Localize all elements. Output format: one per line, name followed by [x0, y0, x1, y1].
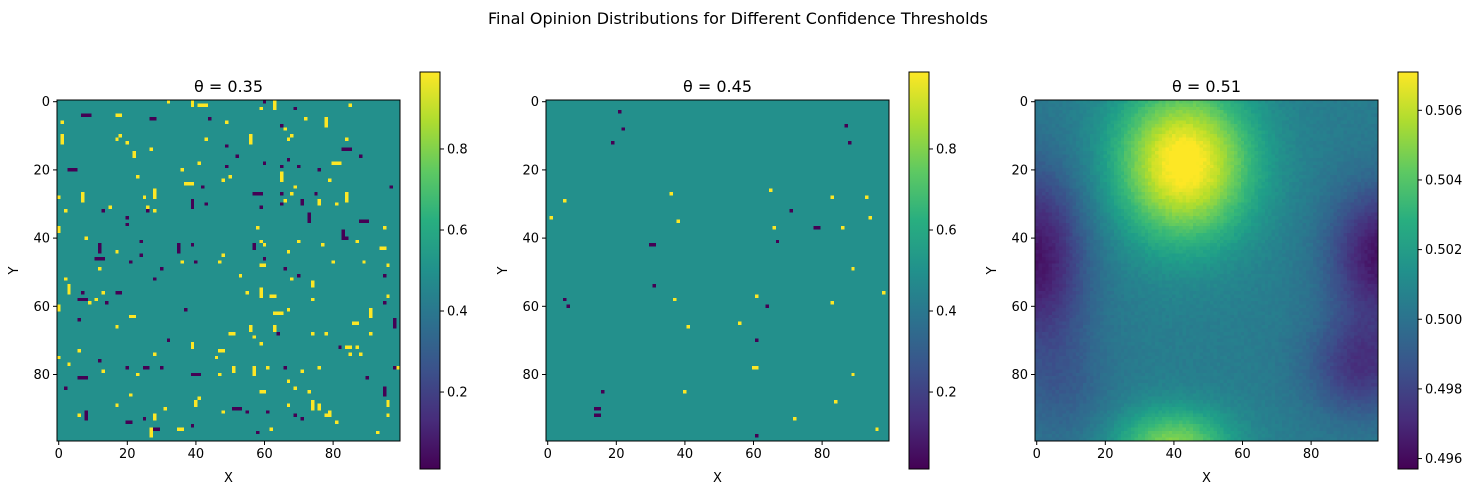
plot-frame [56, 99, 401, 442]
x-tick-label: 60 [1234, 447, 1251, 462]
y-axis-label: Y [496, 266, 511, 275]
panels: 0 20 40 60 80 0 20 40 60 80 θ = 0.35 X Y 0.2 0.4 0.6 0.8… [7, 71, 1462, 486]
colorbar [1398, 72, 1418, 469]
colorbar-tick-label: 0.6 [936, 223, 957, 238]
colorbar-tick-label: 0.504 [1425, 173, 1462, 188]
colorbar [420, 72, 440, 469]
panel-title: θ = 0.35 [194, 77, 263, 96]
y-tick-label: 20 [522, 163, 539, 178]
y-tick-label: 0 [531, 95, 539, 110]
colorbar-tick-label: 0.2 [936, 386, 957, 401]
x-tick-label: 20 [608, 447, 625, 462]
heatmap-panel-1: 0 20 40 60 80 0 20 40 60 80 θ = 0.35 X Y 0.2 0.4 0.6 0.8 [7, 71, 468, 486]
plot-frame [1034, 99, 1379, 442]
panel-title: θ = 0.51 [1172, 77, 1241, 96]
heatmap-cells [57, 100, 400, 441]
heatmap-cells [1035, 100, 1378, 441]
x-tick-label: 80 [1303, 447, 1320, 462]
colorbar-tick-label: 0.8 [447, 142, 468, 157]
y-tick-label: 0 [1020, 95, 1028, 110]
colorbar-frame [1397, 71, 1419, 470]
x-tick-label: 0 [1033, 447, 1041, 462]
x-tick-label: 40 [1166, 447, 1183, 462]
heatmap-panel-2: 0 20 40 60 80 0 20 40 60 80 θ = 0.45 X Y 0.2 0.4 0.6 0.8 [496, 71, 957, 486]
panel-title: θ = 0.45 [683, 77, 752, 96]
y-axis-label: Y [985, 266, 1000, 275]
colorbar-tick-label: 0.6 [447, 223, 468, 238]
x-axis-label: X [713, 471, 722, 486]
y-tick-label: 0 [42, 95, 50, 110]
y-tick-label: 40 [33, 232, 50, 247]
y-tick-label: 20 [1011, 163, 1028, 178]
y-tick-label: 40 [522, 232, 539, 247]
y-tick-label: 20 [33, 163, 50, 178]
colorbar-tick-label: 0.8 [936, 142, 957, 157]
y-tick-label: 80 [33, 368, 50, 383]
y-axis-label: Y [7, 266, 22, 275]
x-tick-label: 40 [188, 447, 205, 462]
x-tick-label: 80 [814, 447, 831, 462]
colorbar-tick-label: 0.2 [447, 386, 468, 401]
colorbar-tick-label: 0.502 [1425, 243, 1462, 258]
x-tick-label: 20 [1097, 447, 1114, 462]
x-tick-label: 40 [677, 447, 694, 462]
y-tick-label: 60 [33, 300, 50, 315]
x-axis-label: X [1202, 471, 1211, 486]
x-tick-label: 60 [256, 447, 273, 462]
colorbar-frame [908, 71, 930, 470]
y-tick-label: 80 [1011, 368, 1028, 383]
heatmap-panel-3: 0 20 40 60 80 0 20 40 60 80 θ = 0.51 X Y 0.496 0.498 0.… [985, 71, 1462, 486]
y-tick-label: 60 [1011, 300, 1028, 315]
plot-frame [545, 99, 890, 442]
x-tick-label: 0 [544, 447, 552, 462]
colorbar-tick-label: 0.506 [1425, 104, 1462, 119]
colorbar-frame [419, 71, 441, 470]
colorbar-tick-label: 0.4 [936, 305, 957, 320]
figure-suptitle: Final Opinion Distributions for Differen… [488, 9, 988, 28]
x-tick-label: 60 [745, 447, 762, 462]
y-tick-label: 80 [522, 368, 539, 383]
x-tick-label: 20 [119, 447, 136, 462]
x-tick-label: 0 [55, 447, 63, 462]
y-tick-label: 40 [1011, 232, 1028, 247]
colorbar-tick-label: 0.496 [1425, 452, 1462, 467]
y-tick-label: 60 [522, 300, 539, 315]
x-tick-label: 80 [325, 447, 342, 462]
colorbar-tick-label: 0.500 [1425, 313, 1462, 328]
colorbar-tick-label: 0.498 [1425, 382, 1462, 397]
heatmap-cells [546, 100, 889, 441]
colorbar-tick-label: 0.4 [447, 305, 468, 320]
x-axis-label: X [224, 471, 233, 486]
colorbar [909, 72, 929, 469]
